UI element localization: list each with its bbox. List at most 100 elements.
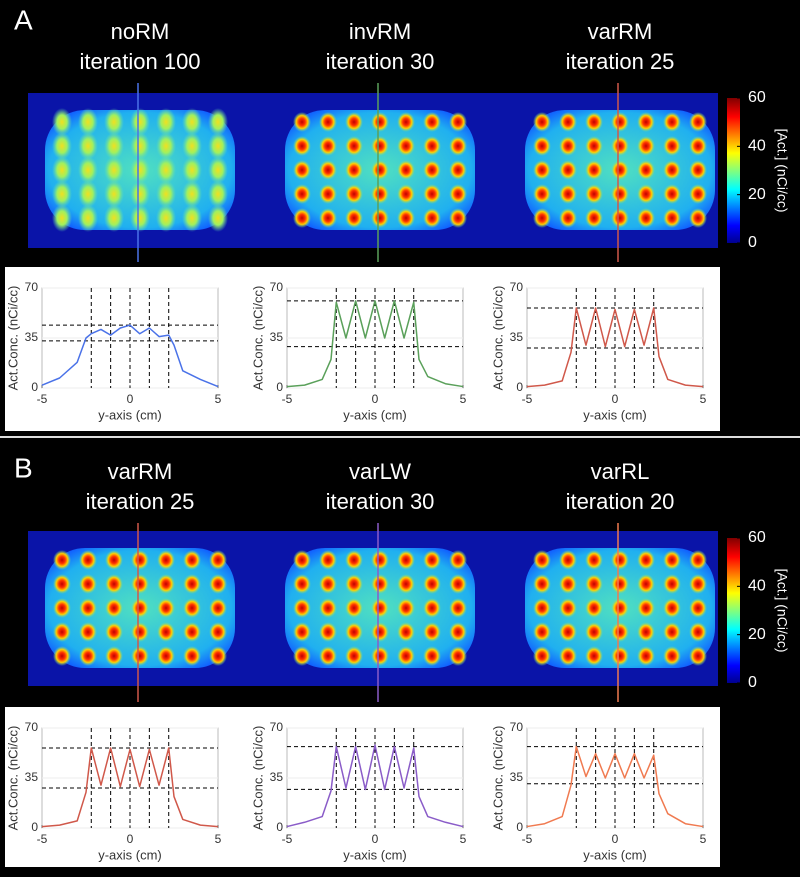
- rod: [611, 646, 629, 666]
- rod: [449, 112, 467, 132]
- profile-curve: [286, 744, 464, 828]
- y-axis-label: Act.Conc. (nCi/cc): [250, 286, 265, 391]
- rod: [345, 574, 363, 594]
- rod: [293, 574, 311, 594]
- rod: [130, 204, 150, 232]
- rod: [345, 160, 363, 180]
- rod: [423, 136, 441, 156]
- y-tick-label: 0: [516, 380, 523, 394]
- rod: [533, 646, 551, 666]
- x-tick-label: -5: [522, 832, 533, 846]
- rod: [449, 208, 467, 228]
- rod: [611, 598, 629, 618]
- rod: [637, 184, 655, 204]
- rod: [131, 550, 149, 570]
- method-title: varRM: [588, 19, 653, 44]
- rod: [533, 136, 551, 156]
- profile-curve: [526, 745, 704, 828]
- rod: [208, 108, 228, 136]
- y-tick-label: 0: [276, 820, 283, 834]
- plot-panel: [5, 267, 720, 431]
- y-tick-label: 70: [270, 280, 284, 294]
- rod: [533, 622, 551, 642]
- method-title: varRM: [108, 459, 173, 484]
- rod: [104, 204, 124, 232]
- rod: [182, 132, 202, 160]
- rod: [209, 646, 227, 666]
- y-axis-label: Act.Conc. (nCi/cc): [5, 286, 20, 391]
- rod: [611, 574, 629, 594]
- rod: [449, 550, 467, 570]
- rod: [182, 180, 202, 208]
- rod: [157, 646, 175, 666]
- y-tick-label: 70: [270, 720, 284, 734]
- x-tick-label: 5: [215, 392, 222, 406]
- rod: [156, 204, 176, 232]
- rod: [689, 646, 707, 666]
- rod: [182, 204, 202, 232]
- colorbar-tick-label: 0: [748, 674, 757, 691]
- rod: [208, 156, 228, 184]
- iteration-label: iteration 100: [79, 49, 200, 74]
- rod: [157, 598, 175, 618]
- rod: [397, 574, 415, 594]
- rod: [52, 108, 72, 136]
- method-title: noRM: [111, 19, 170, 44]
- rod: [345, 184, 363, 204]
- rod: [397, 136, 415, 156]
- rod: [397, 598, 415, 618]
- rod: [533, 208, 551, 228]
- rod: [663, 598, 681, 618]
- rod: [533, 574, 551, 594]
- rod: [53, 646, 71, 666]
- rod: [689, 160, 707, 180]
- rod: [371, 208, 389, 228]
- y-tick-label: 0: [31, 380, 38, 394]
- y-tick-label: 70: [25, 280, 39, 294]
- x-tick-label: -5: [282, 832, 293, 846]
- rod: [585, 136, 603, 156]
- rod: [637, 112, 655, 132]
- rod: [345, 550, 363, 570]
- y-tick-label: 70: [510, 720, 524, 734]
- rod: [293, 184, 311, 204]
- x-tick-label: 5: [460, 392, 467, 406]
- rod: [585, 112, 603, 132]
- rod: [423, 550, 441, 570]
- rod: [78, 132, 98, 160]
- rod: [371, 160, 389, 180]
- rod: [611, 184, 629, 204]
- rod: [397, 646, 415, 666]
- rod: [104, 156, 124, 184]
- rod: [689, 184, 707, 204]
- rod: [53, 598, 71, 618]
- rod: [182, 156, 202, 184]
- rod: [105, 622, 123, 642]
- rod: [423, 112, 441, 132]
- rod: [319, 646, 337, 666]
- rod: [585, 160, 603, 180]
- x-tick-label: -5: [37, 392, 48, 406]
- rod: [209, 550, 227, 570]
- rod: [183, 574, 201, 594]
- rod: [637, 160, 655, 180]
- rod: [371, 136, 389, 156]
- x-axis-label: y-axis (cm): [98, 847, 162, 862]
- rod: [663, 550, 681, 570]
- rod: [449, 136, 467, 156]
- rod: [131, 598, 149, 618]
- rod: [209, 598, 227, 618]
- rod: [131, 622, 149, 642]
- rod: [689, 112, 707, 132]
- colorbar-tick-label: 40: [748, 138, 766, 155]
- x-tick-label: 0: [127, 392, 134, 406]
- rod: [319, 574, 337, 594]
- x-tick-label: -5: [37, 832, 48, 846]
- x-tick-label: 5: [700, 392, 707, 406]
- y-tick-label: 0: [516, 820, 523, 834]
- rod: [559, 208, 577, 228]
- method-title: varLW: [349, 459, 411, 484]
- rod: [208, 204, 228, 232]
- rod: [423, 160, 441, 180]
- x-tick-label: 0: [612, 392, 619, 406]
